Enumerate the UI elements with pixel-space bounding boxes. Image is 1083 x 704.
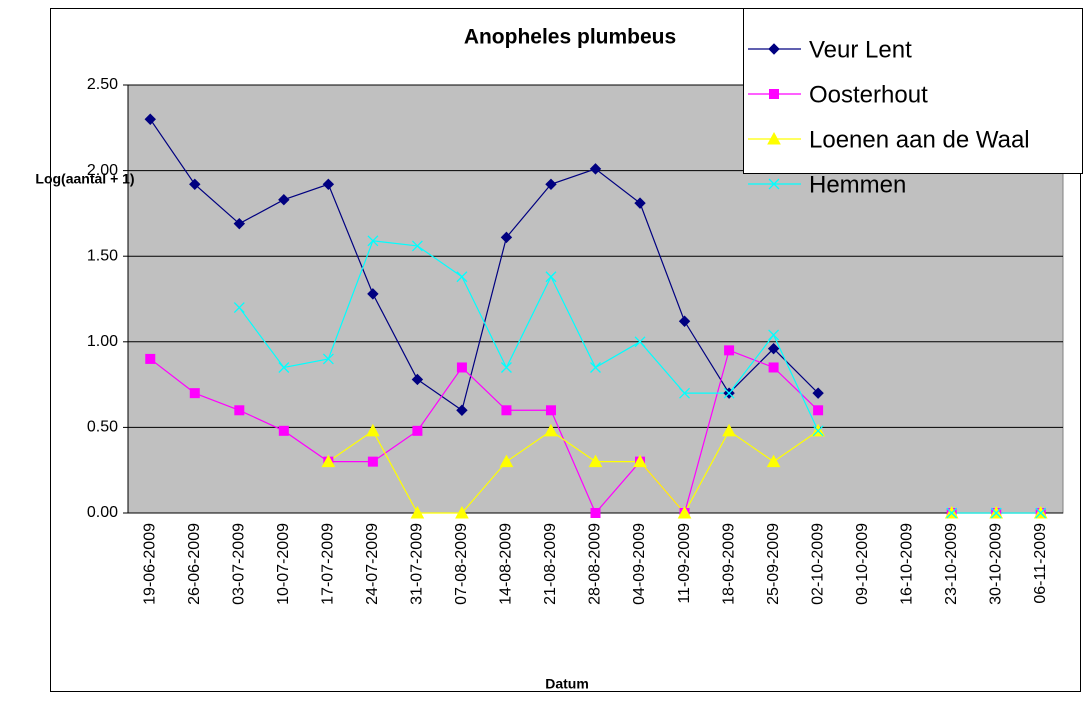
x-tick-label: 23-10-2009 xyxy=(943,523,960,605)
marker xyxy=(679,387,691,399)
x-tick-label: 19-06-2009 xyxy=(141,523,158,605)
marker xyxy=(812,425,824,437)
marker xyxy=(634,197,646,209)
marker xyxy=(588,454,603,468)
marker xyxy=(633,454,647,468)
y-axis-label: Log(aantal + 1) xyxy=(35,171,134,187)
y-tick-label: 0.50 xyxy=(87,419,118,436)
marker xyxy=(813,405,824,416)
x-tick-label: 16-10-2009 xyxy=(898,523,915,605)
y-tick-label: 2.00 xyxy=(87,162,118,179)
marker xyxy=(766,454,781,468)
y-tick-label: 0.00 xyxy=(87,504,118,521)
marker xyxy=(768,362,779,373)
marker xyxy=(767,131,781,145)
marker xyxy=(723,387,735,399)
marker xyxy=(634,336,646,348)
marker xyxy=(590,508,601,518)
marker xyxy=(499,454,514,468)
marker xyxy=(233,302,245,314)
marker xyxy=(278,193,290,206)
marker xyxy=(189,388,200,399)
series-line xyxy=(149,118,819,412)
marker xyxy=(768,43,780,55)
marker xyxy=(144,113,156,125)
x-tick-label: 21-08-2009 xyxy=(542,523,559,605)
marker xyxy=(410,505,425,519)
x-tick-label: 07-08-2009 xyxy=(453,523,470,605)
y-tick-label: 2.50 xyxy=(87,76,118,93)
marker xyxy=(769,89,779,99)
marker xyxy=(412,425,423,436)
marker xyxy=(322,353,334,365)
marker xyxy=(367,456,378,467)
marker xyxy=(145,353,156,364)
marker xyxy=(722,423,736,437)
marker xyxy=(321,454,336,468)
marker xyxy=(812,387,824,399)
marker xyxy=(767,342,780,355)
x-tick-label: 04-09-2009 xyxy=(631,523,648,605)
marker xyxy=(590,362,601,373)
x-tick-label: 30-10-2009 xyxy=(987,523,1004,605)
marker xyxy=(545,405,556,416)
x-tick-label: 10-07-2009 xyxy=(275,523,292,605)
x-tick-label: 28-08-2009 xyxy=(587,523,604,605)
marker xyxy=(278,425,289,436)
marker xyxy=(366,423,380,437)
marker xyxy=(1035,507,1047,519)
y-tick-label: 1.50 xyxy=(87,247,118,264)
marker xyxy=(990,507,1002,519)
x-tick-label: 24-07-2009 xyxy=(364,523,381,605)
legend-label: Veur Lent xyxy=(809,36,912,63)
x-tick-label: 26-06-2009 xyxy=(186,523,203,605)
marker xyxy=(234,405,245,416)
marker xyxy=(500,362,512,373)
chart-title: Anopheles plumbeus xyxy=(464,26,676,49)
marker xyxy=(367,288,379,300)
legend-label: Loenen aan de Waal xyxy=(809,126,1030,153)
x-tick-label: 03-07-2009 xyxy=(231,523,248,605)
marker xyxy=(322,178,335,191)
marker xyxy=(189,178,201,191)
marker xyxy=(456,404,468,416)
marker xyxy=(677,505,692,519)
marker xyxy=(545,178,557,191)
marker xyxy=(724,345,735,356)
marker xyxy=(678,315,691,327)
legend-label: Hemmen xyxy=(809,171,906,198)
x-tick-label: 17-07-2009 xyxy=(320,523,337,605)
marker xyxy=(456,271,468,283)
legend-label: Oosterhout xyxy=(809,81,928,108)
x-tick-label: 14-08-2009 xyxy=(498,523,515,605)
marker xyxy=(545,271,557,283)
marker xyxy=(501,405,512,416)
x-tick-label: 11-09-2009 xyxy=(676,523,693,604)
x-tick-label: 02-10-2009 xyxy=(809,523,826,605)
x-tick-label: 06-11-2009 xyxy=(1032,523,1049,604)
x-tick-label: 09-10-2009 xyxy=(854,523,871,605)
marker xyxy=(367,235,379,247)
marker xyxy=(456,362,467,373)
marker xyxy=(946,507,958,519)
marker xyxy=(768,178,780,190)
x-tick-label: 31-07-2009 xyxy=(409,523,426,605)
x-axis-label: Datum xyxy=(545,676,589,692)
legend-box xyxy=(743,8,1083,174)
marker xyxy=(768,329,780,341)
marker xyxy=(411,373,424,386)
x-tick-label: 18-09-2009 xyxy=(720,523,737,605)
marker xyxy=(500,231,513,244)
marker xyxy=(544,423,558,437)
marker xyxy=(411,240,423,252)
marker xyxy=(455,505,469,519)
marker xyxy=(589,163,602,175)
y-tick-label: 1.00 xyxy=(87,333,118,350)
x-tick-label: 25-09-2009 xyxy=(765,523,782,605)
marker xyxy=(278,362,290,373)
marker xyxy=(233,217,246,230)
